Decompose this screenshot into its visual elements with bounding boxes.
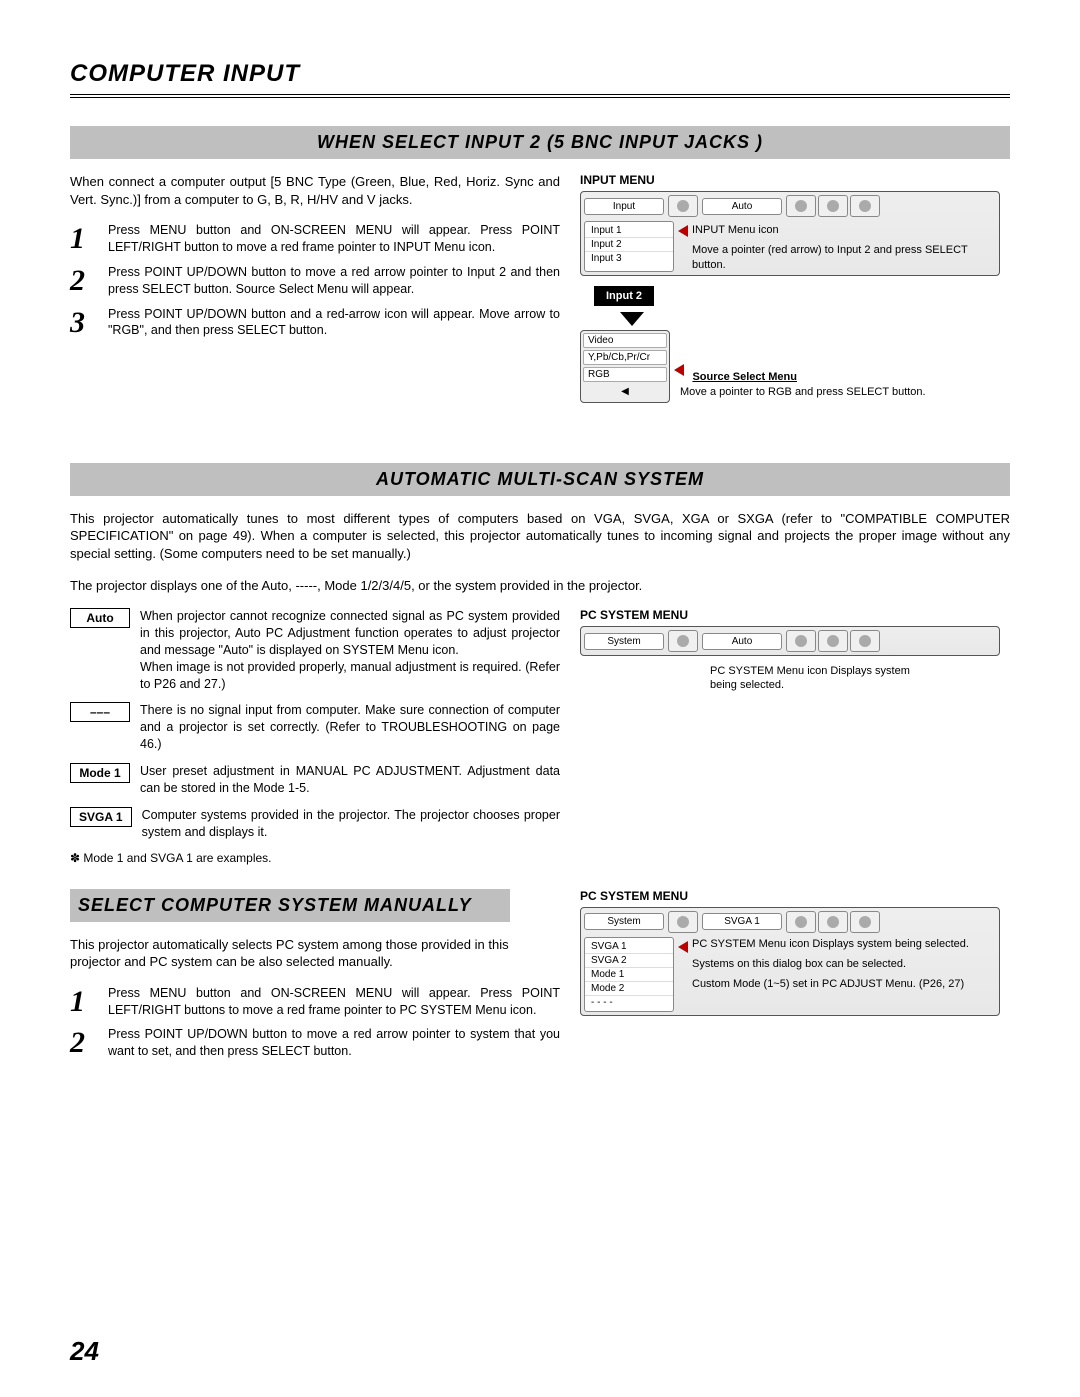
list-item[interactable]: SVGA 2 (585, 954, 673, 968)
source-select-callout: Move a pointer to RGB and press SELECT b… (680, 385, 1010, 399)
def-auto: Auto When projector cannot recognize con… (70, 608, 560, 692)
def-label: Mode 1 (70, 763, 130, 783)
def-text: Computer systems provided in the project… (142, 807, 560, 841)
pc-system-menu-title: PC SYSTEM MENU (580, 608, 1010, 622)
toolbar-icon[interactable] (786, 630, 816, 652)
source-select-panel: Video Y,Pb/Cb,Pr/Cr RGB ◀ (580, 330, 670, 403)
system-tab[interactable]: System (584, 633, 664, 650)
toolbar-icon[interactable] (850, 630, 880, 652)
menu-icon[interactable] (668, 195, 698, 217)
toolbar-icon[interactable] (818, 195, 848, 217)
input-menu-panel: Input Auto Input 1 Input 2 Input 3 INPUT… (580, 191, 1000, 276)
step-number: 2 (70, 1026, 96, 1060)
section3-heading: SELECT COMPUTER SYSTEM MANUALLY (70, 889, 510, 922)
source-select-title: Source Select Menu (692, 371, 797, 383)
list-item[interactable]: Input 3 (585, 252, 673, 265)
step-3: 3 Press POINT UP/DOWN button and a red-a… (70, 306, 560, 340)
page-title: COMPUTER INPUT (70, 60, 1010, 98)
def-text: User preset adjustment in MANUAL PC ADJU… (140, 763, 560, 797)
auto-tab[interactable]: Auto (702, 198, 782, 215)
page-number: 24 (70, 1336, 99, 1367)
pointer-arrow-icon (678, 225, 688, 237)
svga1-tab[interactable]: SVGA 1 (702, 913, 782, 930)
toolbar-icon[interactable] (786, 911, 816, 933)
input-tab[interactable]: Input (584, 198, 664, 215)
menu-icon[interactable] (668, 911, 698, 933)
toolbar-icon[interactable] (850, 911, 880, 933)
def-text: When projector cannot recognize connecte… (140, 609, 560, 657)
system-list[interactable]: SVGA 1 SVGA 2 Mode 1 Mode 2 - - - - (584, 937, 674, 1012)
pc-system-menu-title-2: PC SYSTEM MENU (580, 889, 1010, 903)
auto-tab[interactable]: Auto (702, 633, 782, 650)
pointer-arrow-icon (678, 941, 688, 953)
pc-system-menu-panel: System Auto (580, 626, 1000, 656)
step-2: 2 Press POINT UP/DOWN button to move a r… (70, 264, 560, 298)
pc-system-callout: PC SYSTEM Menu icon Displays system bein… (710, 664, 910, 693)
section1-intro: When connect a computer output [5 BNC Ty… (70, 173, 560, 208)
step-2: 2 Press POINT UP/DOWN button to move a r… (70, 1026, 560, 1060)
callout-systems: Systems on this dialog box can be select… (692, 957, 996, 971)
section3-intro: This projector automatically selects PC … (70, 936, 560, 971)
section2-para1: This projector automatically tunes to mo… (70, 510, 1010, 563)
list-item[interactable]: Input 1 (585, 224, 673, 238)
section2-para2: The projector displays one of the Auto, … (70, 577, 1010, 595)
list-item[interactable]: Mode 1 (585, 968, 673, 982)
toolbar-icon[interactable] (850, 195, 880, 217)
toolbar-icon[interactable] (786, 195, 816, 217)
def-text2: When image is not provided properly, man… (140, 660, 560, 691)
input-menu-title: INPUT MENU (580, 173, 1010, 187)
step-1: 1 Press MENU button and ON-SCREEN MENU w… (70, 985, 560, 1019)
list-item[interactable]: SVGA 1 (585, 940, 673, 954)
list-item[interactable]: Input 2 (585, 238, 673, 252)
list-item[interactable]: - - - - (585, 996, 673, 1009)
step-number: 1 (70, 985, 96, 1019)
step-1: 1 Press MENU button and ON-SCREEN MENU w… (70, 222, 560, 256)
def-svga1: SVGA 1 Computer systems provided in the … (70, 807, 560, 841)
def-text: There is no signal input from computer. … (140, 702, 560, 753)
section1-heading: WHEN SELECT INPUT 2 (5 BNC INPUT JACKS ) (70, 126, 1010, 159)
callout-input-icon: INPUT Menu icon (692, 223, 996, 237)
list-item[interactable]: Video (583, 333, 667, 348)
def-label: SVGA 1 (70, 807, 132, 827)
step-text: Press POINT UP/DOWN button to move a red… (108, 1026, 560, 1060)
pc-system-menu-panel-2: System SVGA 1 SVGA 1 SVGA 2 Mode 1 Mode … (580, 907, 1000, 1016)
step-number: 2 (70, 264, 96, 298)
callout-custom: Custom Mode (1~5) set in PC ADJUST Menu.… (692, 977, 996, 991)
toolbar-icon[interactable] (818, 911, 848, 933)
examples-note: ✽ Mode 1 and SVGA 1 are examples. (70, 851, 560, 865)
list-item[interactable]: Mode 2 (585, 982, 673, 996)
step-text: Press POINT UP/DOWN button to move a red… (108, 264, 560, 298)
step-number: 1 (70, 222, 96, 256)
list-item[interactable]: RGB (583, 367, 667, 382)
down-arrow-icon (620, 312, 644, 326)
callout-pc-icon: PC SYSTEM Menu icon Displays system bein… (692, 937, 996, 951)
def-blank: ––– There is no signal input from comput… (70, 702, 560, 753)
input2-tag: Input 2 (594, 286, 654, 306)
callout-pointer: Move a pointer (red arrow) to Input 2 an… (692, 243, 996, 272)
menu-icon[interactable] (668, 630, 698, 652)
def-label: Auto (70, 608, 130, 628)
def-mode1: Mode 1 User preset adjustment in MANUAL … (70, 763, 560, 797)
step-text: Press POINT UP/DOWN button and a red-arr… (108, 306, 560, 340)
system-tab[interactable]: System (584, 913, 664, 930)
pointer-arrow-icon (674, 364, 684, 376)
list-item[interactable]: Y,Pb/Cb,Pr/Cr (583, 350, 667, 365)
step-text: Press MENU button and ON-SCREEN MENU wil… (108, 985, 560, 1019)
def-label: ––– (70, 702, 130, 722)
step-text: Press MENU button and ON-SCREEN MENU wil… (108, 222, 560, 256)
step-number: 3 (70, 306, 96, 340)
section2-heading: AUTOMATIC MULTI-SCAN SYSTEM (70, 463, 1010, 496)
return-icon[interactable]: ◀ (583, 384, 667, 400)
input-list[interactable]: Input 1 Input 2 Input 3 (584, 221, 674, 272)
toolbar-icon[interactable] (818, 630, 848, 652)
